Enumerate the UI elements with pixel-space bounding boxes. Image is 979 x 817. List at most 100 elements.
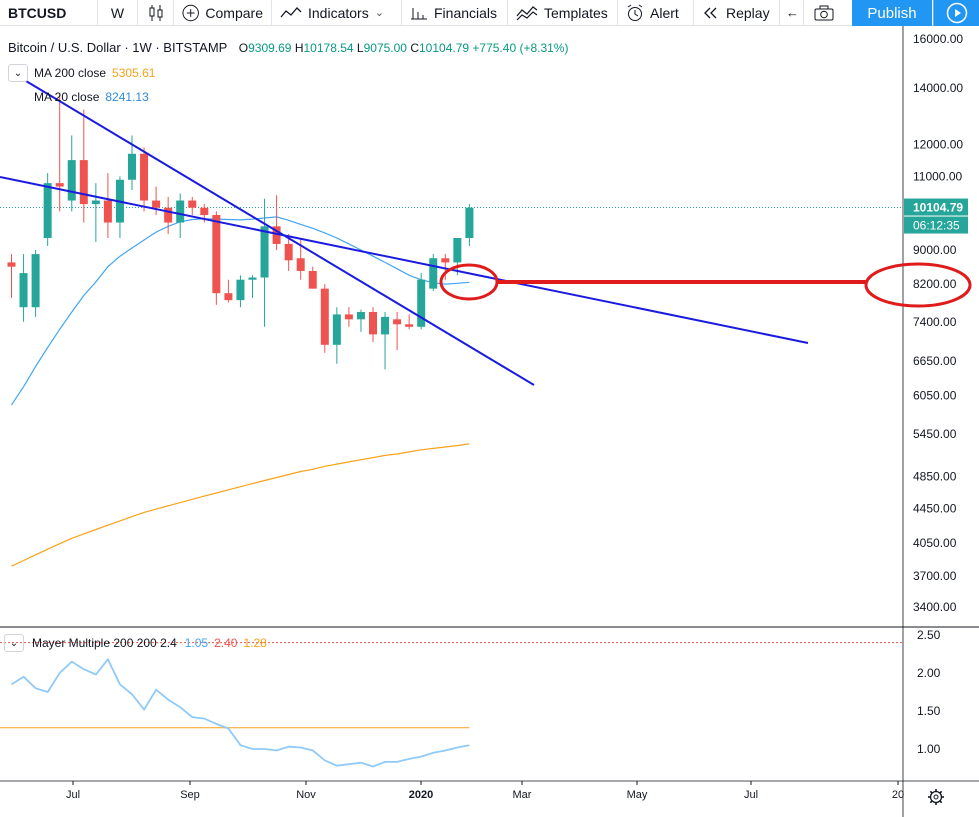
candle-body (356, 312, 365, 320)
candle-body (152, 200, 161, 208)
candle-body (332, 314, 341, 345)
mayer-value-3: 1.28 (243, 636, 267, 650)
candle-body (140, 153, 149, 201)
candle (212, 211, 221, 305)
price-axis[interactable]: 16000.00 14000.00 12000.00 11000.00 9000.00 8… (904, 32, 968, 756)
financials-icon (411, 7, 427, 19)
candle (381, 312, 390, 370)
play-icon (946, 2, 967, 24)
candle-body (272, 226, 281, 244)
chart-type-button[interactable] (138, 0, 174, 26)
time-tick-label: Sep (180, 789, 200, 801)
candle (140, 147, 149, 212)
symbol-search-button[interactable]: BTCUSD (0, 0, 98, 26)
replay-button[interactable]: Replay (694, 0, 780, 26)
candle (188, 196, 197, 216)
candle-body (393, 319, 402, 325)
rewind-icon (704, 7, 717, 18)
financials-label: Financials (434, 4, 498, 21)
indicators-label: Indicators (308, 4, 369, 21)
templates-icon (516, 5, 538, 20)
candle (308, 266, 317, 289)
candle (31, 250, 40, 317)
collapse-indicator-button[interactable]: ⌄ (4, 634, 24, 652)
candles-icon (149, 4, 162, 21)
time-tick-label: Nov (296, 789, 316, 801)
candle (19, 254, 28, 322)
current-price-box (904, 198, 968, 216)
ma200-legend: ⌄ MA 200 close 5305.61 (8, 64, 155, 82)
candle (272, 195, 281, 251)
undo-button[interactable]: ← (780, 0, 804, 26)
descending-trendline (25, 80, 535, 386)
time-tick-label: 2020 (409, 789, 433, 801)
candle-body (405, 324, 414, 327)
interval-button[interactable]: W (98, 0, 138, 26)
price-tick-label: 3700.00 (913, 569, 957, 583)
arrow-left-icon: ← (786, 5, 799, 20)
mayer-tick-label: 1.00 (917, 742, 941, 756)
replay-label: Replay (726, 4, 770, 21)
candle (260, 198, 269, 327)
open-value: 9309.69 (248, 41, 292, 55)
templates-button[interactable]: Templates (508, 0, 618, 26)
candle (176, 193, 185, 238)
alert-label: Alert (650, 4, 679, 21)
compare-button[interactable]: Compare (174, 0, 272, 26)
collapse-legend-button[interactable]: ⌄ (8, 64, 28, 82)
candle-body (91, 200, 100, 205)
candle (465, 204, 474, 246)
candle (43, 173, 52, 246)
candle (284, 234, 293, 271)
plus-circle-icon (182, 4, 199, 21)
mayer-value-1: 1.05 (184, 636, 209, 650)
candle-body (441, 258, 450, 263)
indicators-icon (280, 6, 302, 17)
candle (344, 307, 353, 327)
price-tick-label: 4450.00 (913, 501, 957, 515)
ma20-line (11, 216, 470, 406)
chart-grid (0, 26, 979, 817)
snapshot-button[interactable] (804, 0, 844, 26)
candle (441, 254, 450, 280)
candle-body (79, 160, 88, 205)
ma200-value: 5305.61 (112, 66, 156, 80)
gear-hub (933, 794, 939, 800)
candle-body (308, 270, 317, 289)
ma200-line (11, 443, 470, 567)
candle (453, 237, 462, 276)
gear-icon[interactable] (928, 789, 944, 805)
candle-body (67, 160, 76, 201)
high-label: H (294, 41, 304, 55)
price-tick-label: 6650.00 (913, 354, 957, 368)
countdown-label: 06:12:35 (913, 219, 960, 233)
candle-body (188, 200, 197, 208)
mayer-legend: ⌄ Mayer Multiple 200 200 2.4 1.05 2.40 1… (4, 634, 267, 652)
price-tick-label: 4050.00 (913, 536, 957, 550)
time-tick-label: Mar (513, 789, 532, 801)
play-button[interactable] (933, 0, 979, 26)
symbol-label: BTCUSD (8, 4, 67, 21)
publish-button[interactable]: Publish (852, 0, 932, 26)
gear-tooth (939, 800, 943, 804)
candle (393, 312, 402, 351)
time-tick-label: May (627, 789, 648, 801)
financials-button[interactable]: Financials (402, 0, 508, 26)
candle-body (236, 279, 245, 301)
change-value: +775.40 (+8.31%) (472, 41, 569, 55)
time-axis[interactable]: Jul Sep Nov 2020 Mar May Jul 20 (66, 781, 944, 805)
price-tick-label: 3400.00 (913, 600, 957, 614)
alert-button[interactable]: Alert (618, 0, 694, 26)
price-tick-label: 9000.00 (913, 243, 957, 257)
chart-canvas[interactable]: 16000.00 14000.00 12000.00 11000.00 9000.00 8… (0, 26, 979, 817)
candle (224, 279, 233, 303)
indicators-button[interactable]: Indicators ⌄ (272, 0, 402, 26)
price-axis-bg (903, 26, 979, 817)
publish-label: Publish (867, 4, 917, 22)
current-price-label: 10104.79 (913, 201, 963, 215)
candle (405, 314, 414, 330)
candle (103, 173, 112, 238)
gear-tooth (929, 790, 933, 794)
low-label: L (356, 41, 364, 55)
mayer-value-2: 2.40 (214, 636, 238, 650)
